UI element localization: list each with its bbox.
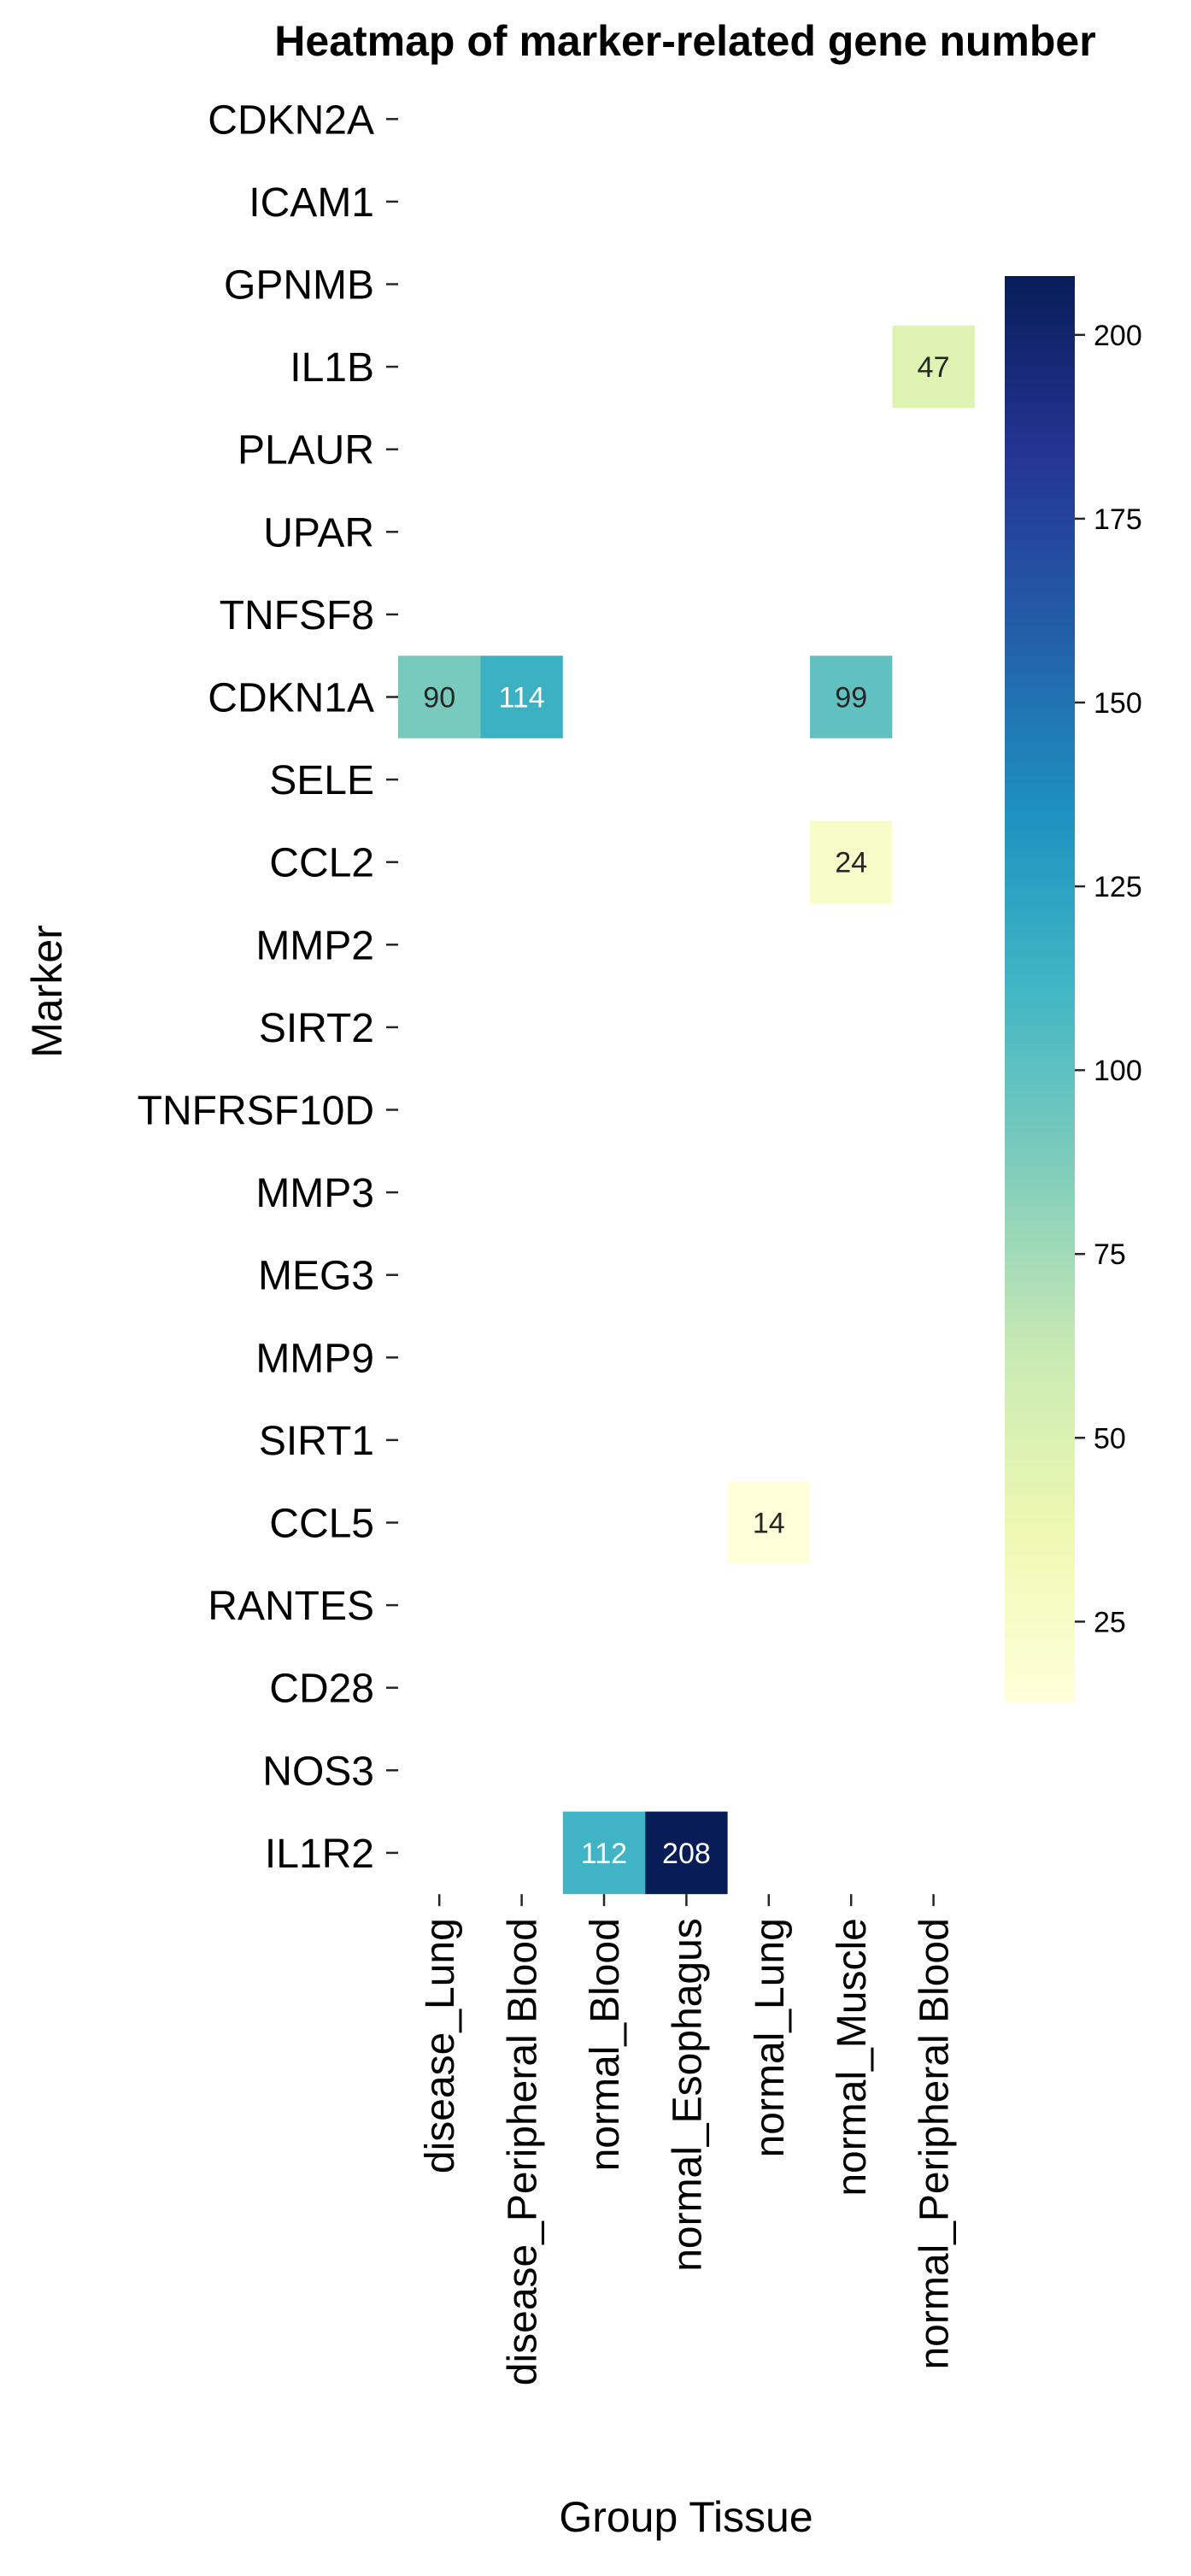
colorbar-tick-label: 25: [1094, 1606, 1126, 1638]
colorbar-tick-label: 125: [1094, 871, 1142, 903]
cell-value-label: 99: [835, 682, 867, 715]
cell-value-label: 47: [918, 351, 950, 384]
heatmap-cells: 47 90 114 99 24 14 112 208: [398, 325, 975, 1895]
y-tick-label-ccl2: CCL2: [269, 841, 374, 886]
y-tick-label-cd28: CD28: [269, 1667, 374, 1712]
y-tick-label-icam1: ICAM1: [249, 180, 374, 226]
heatmap-cell-cdkn1a-normal-muscle: [810, 656, 893, 738]
y-tick-label-mmp9: MMP9: [255, 1336, 374, 1381]
cell-value-label: 114: [498, 682, 544, 715]
y-tick-label-il1r2: IL1R2: [265, 1832, 374, 1877]
heatmap-cell-cdkn1a-disease-peripheral-blood: [480, 656, 563, 738]
y-tick-label-il1b: IL1B: [290, 345, 374, 391]
cell-value-label: 14: [753, 1508, 785, 1540]
x-tick-label-normal-lung: normal_Lung: [748, 1918, 793, 2157]
heatmap-cell-il1r2-normal-esophagus: [645, 1811, 728, 1895]
y-tick-label-sirt2: SIRT2: [259, 1006, 374, 1051]
x-tick-label-normal-esophagus: normal_Esophagus: [665, 1918, 710, 2272]
colorbar-gradient: [1005, 276, 1075, 1703]
y-tick-label-tnfrsf10d: TNFRSF10D: [138, 1089, 374, 1134]
colorbar-tick-label: 50: [1094, 1422, 1126, 1455]
colorbar-tick-label: 175: [1094, 503, 1142, 536]
x-axis-title: Group Tissue: [559, 2493, 813, 2541]
colorbar-tick-label: 150: [1094, 687, 1142, 720]
x-tick-label-normal-muscle: normal_Muscle: [830, 1918, 875, 2196]
cell-value-label: 208: [662, 1838, 711, 1870]
heatmap-cell-il1r2-normal-blood: [562, 1811, 646, 1895]
x-tick-label-disease-peripheral-blood: disease_Peripheral Blood: [501, 1918, 546, 2385]
y-tick-label-rantes: RANTES: [208, 1584, 374, 1629]
chart-title: Heatmap of marker-related gene number: [274, 17, 1095, 65]
heatmap-cell-ccl5-normal-lung: [727, 1481, 810, 1564]
cell-value-label: 90: [423, 682, 455, 715]
colorbar-tick-label: 75: [1094, 1238, 1126, 1271]
y-tick-label-cdkn2a: CDKN2A: [208, 97, 374, 143]
y-tick-label-sele: SELE: [269, 758, 374, 803]
y-tick-label-ccl5: CCL5: [269, 1502, 374, 1547]
y-tick-label-tnfsf8: TNFSF8: [220, 593, 374, 638]
heatmap-cell-ccl2-normal-muscle: [810, 820, 893, 903]
cell-value-label: 24: [835, 847, 867, 879]
y-tick-label-meg3: MEG3: [258, 1254, 374, 1299]
y-tick-label-mmp2: MMP2: [255, 923, 374, 968]
y-tick-label-sirt1: SIRT1: [259, 1419, 374, 1464]
heatmap-cell-cdkn1a-disease-lung: [398, 656, 481, 738]
y-tick-label-plaur: PLAUR: [238, 428, 374, 473]
x-tick-label-normal-peripheral-blood: normal_Peripheral Blood: [912, 1918, 958, 2369]
y-tick-label-cdkn1a: CDKN1A: [208, 676, 374, 721]
colorbar-tick-label: 100: [1094, 1055, 1142, 1087]
cell-value-label: 112: [581, 1838, 627, 1870]
colorbar: 25 50 75 100 125 150 175 200: [1005, 276, 1142, 1703]
y-tick-label-gpnmb: GPNMB: [224, 263, 374, 309]
x-tick-label-normal-blood: normal_Blood: [583, 1918, 628, 2171]
x-tick-label-disease-lung: disease_Lung: [418, 1918, 463, 2173]
y-tick-label-nos3: NOS3: [262, 1749, 374, 1794]
heatmap-cell-il1b-normal-peripheral-blood: [892, 325, 975, 409]
y-tick-label-upar: UPAR: [263, 510, 374, 556]
y-tick-label-mmp3: MMP3: [255, 1171, 374, 1216]
colorbar-tick-label: 200: [1094, 320, 1142, 352]
y-axis-title: Marker: [23, 925, 71, 1058]
x-tick-labels: disease_Lung disease_Peripheral Blood norm…: [418, 1894, 958, 2385]
y-tick-labels: CDKN2A ICAM1 GPNMB IL1B PLAUR UPAR TNFSF8 CDKN1…: [138, 97, 398, 1877]
